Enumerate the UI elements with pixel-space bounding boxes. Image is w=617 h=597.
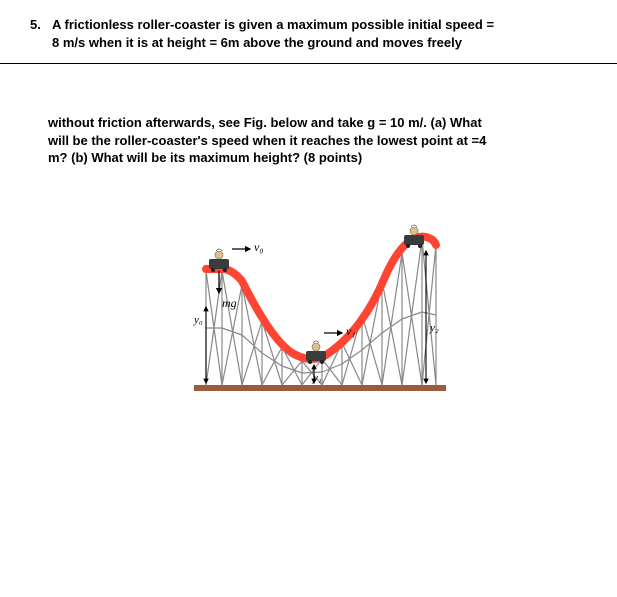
question-number: 5. [30, 16, 52, 34]
roller-coaster-diagram: v₀ v₁ mg y₀ y₁ y₂ [164, 215, 454, 415]
diagram-container: v₀ v₁ mg y₀ y₁ y₂ [0, 187, 617, 420]
question-body: without friction afterwards, see Fig. be… [0, 64, 617, 187]
question-header: 5.A frictionless roller-coaster is given… [0, 0, 617, 63]
page: 5.A frictionless roller-coaster is given… [0, 0, 617, 597]
svg-text:mg: mg [222, 296, 237, 310]
header-line-2: 8 m/s when it is at height = 6m above th… [52, 35, 462, 50]
body-line-3: m? (b) What will be its maximum height? … [48, 150, 362, 165]
svg-text:y₂: y₂ [429, 322, 439, 334]
svg-text:y₁: y₁ [312, 372, 322, 384]
header-line-1: A frictionless roller-coaster is given a… [52, 17, 494, 32]
svg-text:v₀: v₀ [254, 240, 264, 254]
svg-text:v₁: v₁ [346, 324, 356, 338]
svg-text:y₀: y₀ [193, 314, 203, 326]
body-line-2: will be the roller-coaster's speed when … [48, 133, 486, 148]
body-line-1: without friction afterwards, see Fig. be… [48, 115, 482, 130]
spacer [30, 34, 52, 52]
